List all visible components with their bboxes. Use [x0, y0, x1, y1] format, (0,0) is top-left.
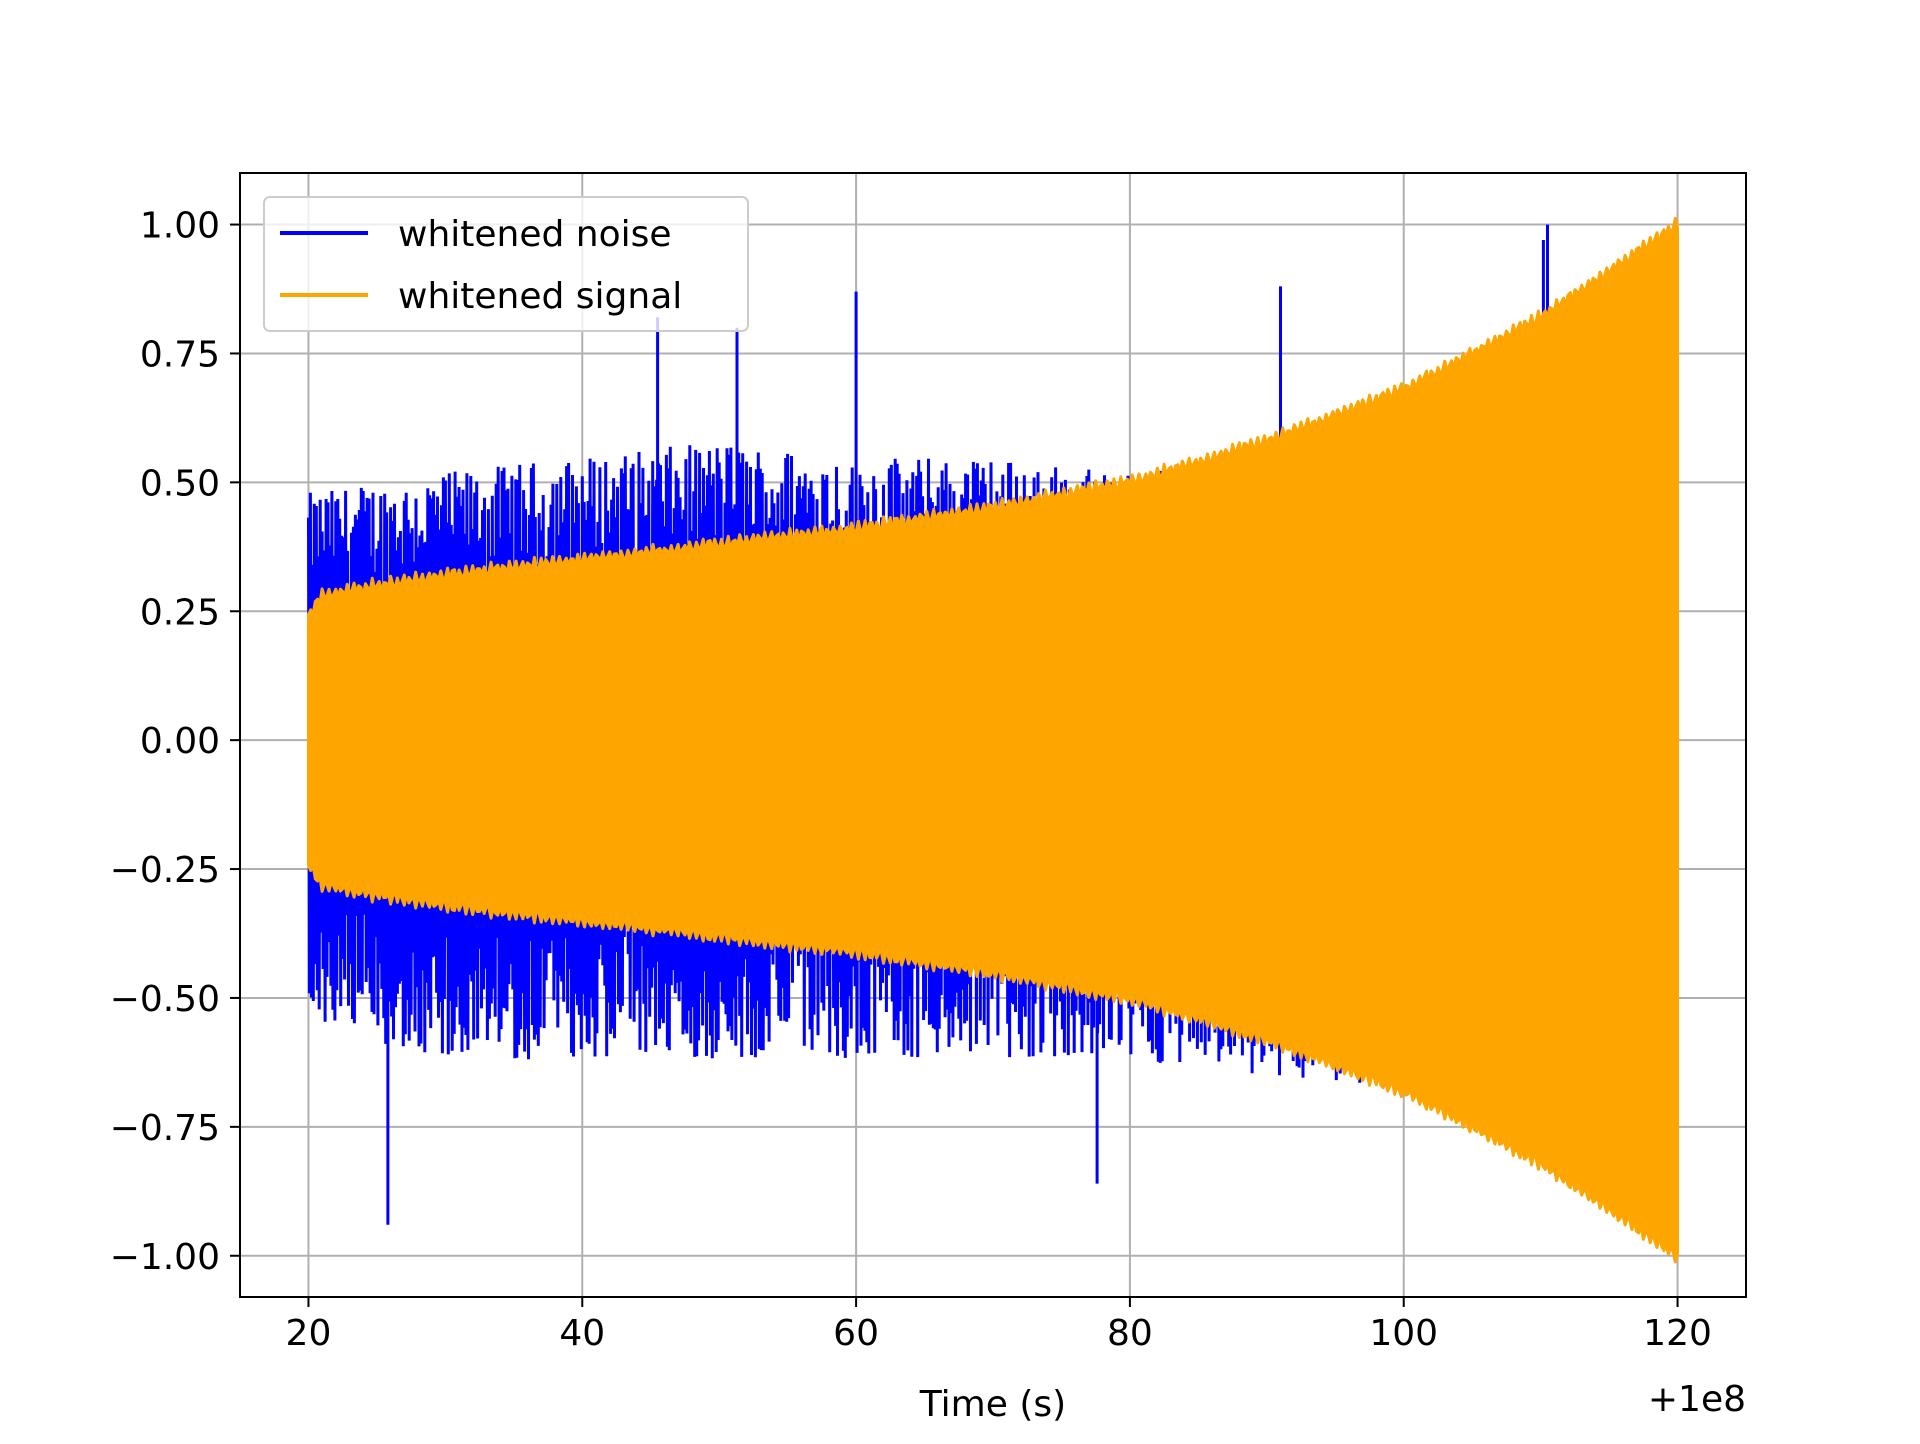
y-tick-label: −0.75 [110, 1108, 220, 1149]
y-tick-label: −0.50 [110, 979, 220, 1020]
legend-label: whitened noise [398, 214, 672, 255]
y-tick-label: −1.00 [110, 1237, 220, 1278]
x-axis-label: Time (s) [919, 1384, 1066, 1425]
legend: whitened noise whitened signal [263, 196, 749, 332]
y-tick-label: 0.25 [140, 592, 220, 633]
x-axis: 20 40 60 80 100 120 [286, 1297, 1712, 1354]
legend-box [263, 196, 749, 332]
y-tick-label: −0.25 [110, 850, 220, 891]
y-tick-label: 0.75 [140, 334, 220, 375]
y-tick-label: 0.00 [140, 721, 220, 762]
x-tick-label: 100 [1369, 1313, 1438, 1354]
x-tick-label: 60 [833, 1313, 879, 1354]
x-tick-label: 120 [1643, 1313, 1712, 1354]
legend-label: whitened signal [398, 276, 682, 317]
y-tick-label: 0.50 [140, 463, 220, 504]
x-tick-label: 80 [1107, 1313, 1153, 1354]
series-whitened-signal [307, 216, 1679, 1264]
x-axis-offset-label: +1e8 [1648, 1379, 1746, 1420]
plot-area [307, 216, 1679, 1264]
x-tick-label: 20 [286, 1313, 332, 1354]
y-tick-label: 1.00 [140, 206, 220, 247]
y-axis: 1.00 0.75 0.50 0.25 0.00 −0.25 −0.50 −0.75 −1.00 [110, 206, 240, 1278]
axes-frame [239, 172, 1747, 1298]
x-tick-label: 40 [559, 1313, 605, 1354]
